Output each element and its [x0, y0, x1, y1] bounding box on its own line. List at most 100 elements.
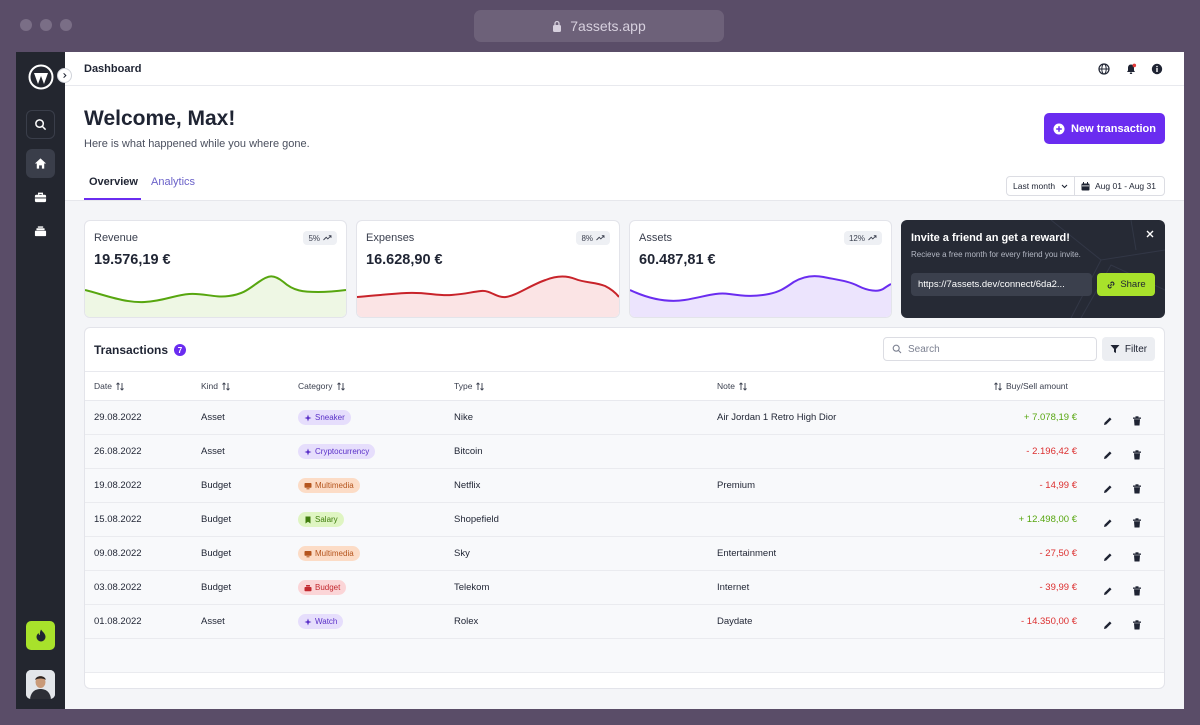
- sidebar-budget-button[interactable]: [26, 217, 55, 246]
- sidebar-home-button[interactable]: [26, 149, 55, 178]
- column-category[interactable]: Category: [298, 381, 345, 391]
- category-chip[interactable]: Sneaker: [298, 410, 351, 425]
- trend-badge: 5%: [303, 231, 337, 245]
- cell-type: Sky: [454, 548, 470, 559]
- column-amount-label: Buy/Sell amount: [1006, 381, 1068, 391]
- assets-card[interactable]: Assets 60.487,81 € 12%: [629, 220, 892, 318]
- tab-analytics[interactable]: Analytics: [151, 176, 196, 188]
- trash-icon[interactable]: [1132, 413, 1142, 426]
- category-chip[interactable]: Multimedia: [298, 478, 360, 493]
- new-transaction-button[interactable]: New transaction: [1044, 113, 1165, 144]
- welcome-heading: Welcome, Max!: [84, 107, 236, 130]
- invite-link-text: https://7assets.dev/connect/6da2...: [918, 279, 1065, 290]
- column-type-label: Type: [454, 381, 473, 391]
- trash-icon[interactable]: [1132, 447, 1142, 460]
- logo-icon[interactable]: [28, 64, 54, 90]
- column-type[interactable]: Type: [454, 381, 485, 391]
- edit-icon[interactable]: [1103, 481, 1113, 493]
- sidebar-search-button[interactable]: [26, 110, 55, 139]
- column-kind[interactable]: Kind: [201, 381, 230, 391]
- info-icon[interactable]: [1151, 63, 1163, 75]
- filter-button[interactable]: Filter: [1102, 337, 1155, 361]
- edit-icon[interactable]: [1103, 515, 1113, 527]
- search-input[interactable]: Search: [883, 337, 1097, 361]
- edit-icon[interactable]: [1103, 413, 1113, 425]
- category-chip[interactable]: Salary: [298, 512, 344, 527]
- edit-icon[interactable]: [1103, 583, 1113, 595]
- top-bar: Dashboard: [65, 52, 1184, 86]
- cell-type: Nike: [454, 412, 474, 423]
- cell-amount: - 27,50 €: [1039, 548, 1078, 559]
- category-icon: [304, 482, 312, 489]
- date-range-picker[interactable]: Aug 01 - Aug 31: [1074, 176, 1165, 196]
- filter-label: Filter: [1124, 343, 1148, 355]
- table-row[interactable]: 01.08.2022 Asset Rolex Daydate Watch - 14.350…: [85, 605, 1164, 639]
- category-chip[interactable]: Budget: [298, 580, 347, 595]
- category-icon: [304, 618, 312, 625]
- edit-icon[interactable]: [1103, 549, 1113, 561]
- close-icon[interactable]: [1145, 229, 1155, 239]
- assets-sparkline: [630, 275, 891, 317]
- sidebar-upgrade-button[interactable]: [26, 621, 55, 650]
- trash-icon[interactable]: [1132, 549, 1142, 562]
- chevron-down-icon: [1061, 184, 1068, 188]
- lock-icon: [553, 20, 562, 32]
- edit-icon[interactable]: [1103, 617, 1113, 629]
- address-bar[interactable]: 7assets.app: [474, 10, 724, 42]
- table-row[interactable]: 29.08.2022 Asset Nike Air Jordan 1 Retro Hi…: [85, 401, 1164, 435]
- column-note[interactable]: Note: [717, 381, 747, 391]
- window-maximize-dot[interactable]: [60, 19, 72, 31]
- edit-icon[interactable]: [1103, 447, 1113, 459]
- table-row[interactable]: 03.08.2022 Budget Telekom Internet Budget - 3…: [85, 571, 1164, 605]
- cell-date: 01.08.2022: [94, 616, 142, 627]
- invite-link-field[interactable]: https://7assets.dev/connect/6da2...: [911, 273, 1092, 296]
- sort-icon: [222, 381, 230, 391]
- cell-kind: Budget: [201, 548, 232, 559]
- globe-icon[interactable]: [1098, 63, 1110, 75]
- cell-date: 03.08.2022: [94, 582, 142, 593]
- cell-kind: Budget: [201, 480, 232, 491]
- trash-icon[interactable]: [1132, 515, 1142, 528]
- table-row[interactable]: 19.08.2022 Budget Netflix Premium Multimedia…: [85, 469, 1164, 503]
- sidebar: [16, 52, 65, 709]
- cell-date: 15.08.2022: [94, 514, 142, 525]
- trash-icon[interactable]: [1132, 583, 1142, 596]
- sort-icon: [116, 381, 124, 391]
- page-title: Dashboard: [84, 63, 142, 75]
- trash-icon[interactable]: [1132, 617, 1142, 630]
- table-row[interactable]: 09.08.2022 Budget Sky Entertainment Multimed…: [85, 537, 1164, 571]
- cell-note: Daydate: [717, 616, 753, 627]
- trash-icon[interactable]: [1132, 481, 1142, 494]
- category-chip[interactable]: Cryptocurrency: [298, 444, 376, 459]
- tab-overview[interactable]: Overview: [89, 176, 138, 188]
- table-row[interactable]: 26.08.2022 Asset Bitcoin Cryptocurrency - 2.…: [85, 435, 1164, 469]
- invite-title: Invite a friend an get a reward!: [911, 232, 1070, 244]
- card-label: Revenue: [94, 232, 139, 244]
- column-date[interactable]: Date: [94, 381, 124, 391]
- user-avatar[interactable]: [26, 670, 55, 699]
- bell-icon[interactable]: [1125, 63, 1137, 75]
- table-header: Date Kind Category Type Note Buy/Sell am…: [85, 371, 1164, 401]
- cell-kind: Asset: [201, 412, 225, 423]
- page-header: Welcome, Max! Here is what happened whil…: [65, 86, 1184, 201]
- category-icon: [304, 550, 312, 557]
- cell-note: Entertainment: [717, 548, 777, 559]
- sidebar-portfolio-button[interactable]: [26, 183, 55, 212]
- share-button[interactable]: Share: [1097, 273, 1155, 296]
- column-amount[interactable]: Buy/Sell amount: [994, 381, 1068, 391]
- cell-date: 29.08.2022: [94, 412, 142, 423]
- period-select[interactable]: Last month: [1006, 176, 1075, 196]
- category-label: Salary: [315, 515, 338, 524]
- category-chip[interactable]: Watch: [298, 614, 344, 629]
- category-chip[interactable]: Multimedia: [298, 546, 360, 561]
- window-close-dot[interactable]: [20, 19, 32, 31]
- cell-date: 09.08.2022: [94, 548, 142, 559]
- window-minimize-dot[interactable]: [40, 19, 52, 31]
- sidebar-collapse-button[interactable]: [57, 68, 72, 83]
- share-label: Share: [1120, 279, 1146, 290]
- category-label: Multimedia: [315, 481, 354, 490]
- sort-icon: [739, 381, 747, 391]
- table-row[interactable]: 15.08.2022 Budget Shopefield Salary + 12.498…: [85, 503, 1164, 537]
- revenue-card[interactable]: Revenue 19.576,19 € 5%: [84, 220, 347, 318]
- expenses-card[interactable]: Expenses 16.628,90 € 8%: [356, 220, 620, 318]
